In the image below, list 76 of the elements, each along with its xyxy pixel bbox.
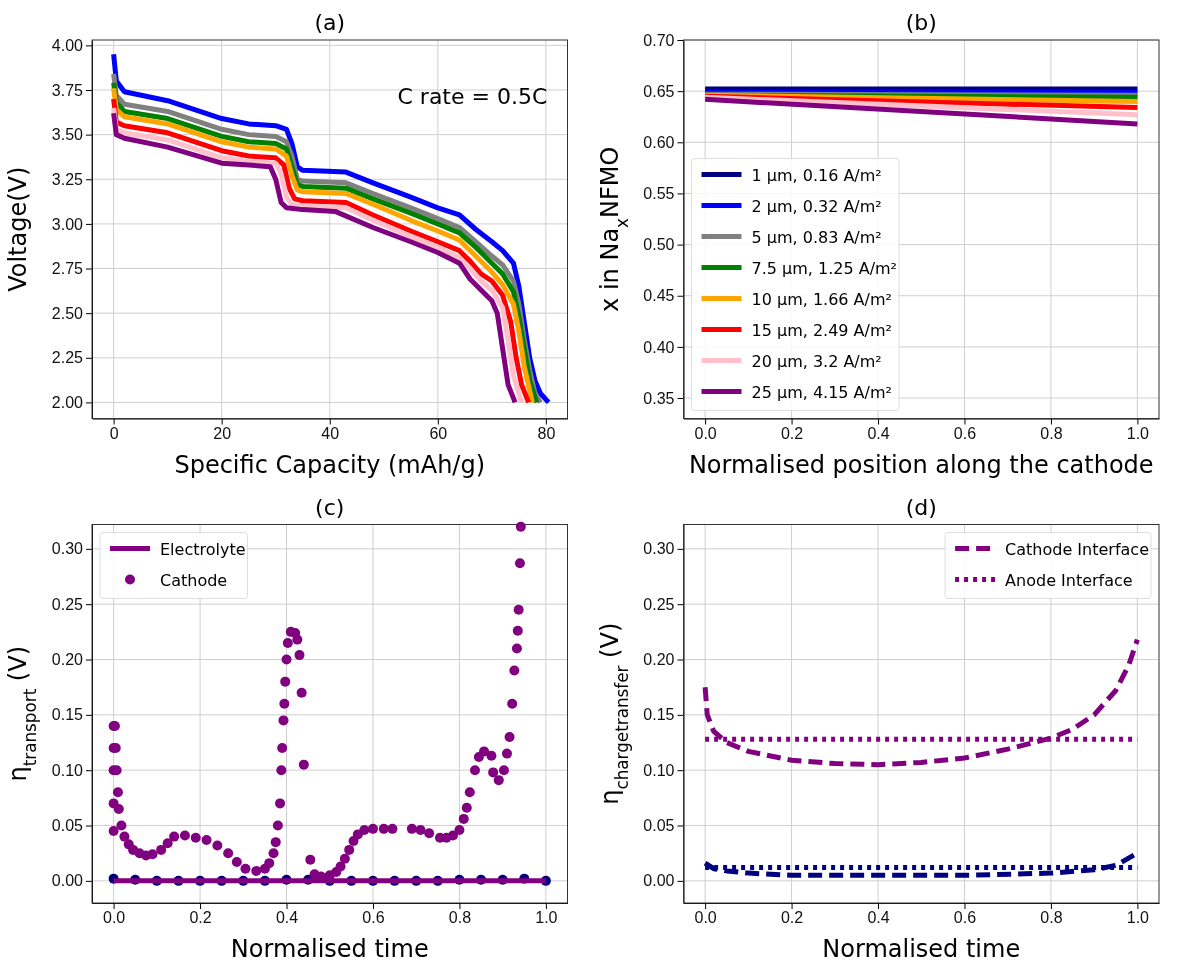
x-tick-label: 0.8	[1040, 909, 1063, 927]
chart-title: (b)	[905, 10, 937, 35]
y-tick-label: 0.55	[643, 185, 675, 203]
y-tick-label: 4.00	[51, 36, 84, 54]
legend-label: 15 μm, 2.49 A/m²	[751, 320, 892, 340]
y-axis-title: Voltage(V)	[4, 166, 32, 292]
legend-label: 5 μm, 0.83 A/m²	[751, 227, 882, 247]
y-tick-label: 0.45	[643, 287, 675, 305]
y-tick-label: 3.00	[51, 215, 84, 233]
chart-title: (c)	[315, 494, 345, 520]
x-axis-title: Normalised position along the cathode	[688, 450, 1154, 479]
x-tick-label: 80	[537, 424, 556, 442]
y-tick-label: 2.75	[51, 260, 84, 278]
x-tick-label: 0	[109, 424, 119, 442]
y-tick-label: 0.60	[643, 133, 675, 151]
legend-label: Electrolyte	[160, 539, 246, 559]
x-axis-title: Normalised time	[230, 935, 429, 963]
y-tick-label: 0.15	[643, 706, 675, 724]
x-axis-title: Specific Capacity (mAh/g)	[174, 450, 486, 479]
y-tick-label: 0.25	[51, 595, 84, 613]
legend-label: Anode Interface	[1005, 570, 1133, 590]
chart-title: (d)	[905, 494, 937, 520]
y-tick-label: 2.50	[51, 304, 84, 322]
x-axis-title: Normalised time	[822, 935, 1021, 963]
x-tick-label: 0.8	[448, 909, 472, 927]
y-tick-label: 3.75	[51, 81, 84, 99]
legend-label: 25 μm, 4.15 A/m²	[751, 382, 892, 402]
x-tick-label: 0.8	[1040, 424, 1063, 442]
y-tick-label: 0.15	[51, 706, 84, 724]
legend-label: 10 μm, 1.66 A/m²	[751, 289, 892, 309]
x-tick-label: 60	[429, 424, 448, 442]
x-tick-label: 0.6	[362, 909, 385, 927]
y-tick-label: 0.10	[643, 761, 675, 779]
x-tick-label: 0.0	[694, 909, 717, 927]
y-tick-label: 0.25	[643, 595, 675, 613]
x-tick-label: 20	[213, 424, 232, 442]
y-tick-label: 3.50	[51, 126, 84, 144]
y-tick-label: 0.10	[51, 761, 84, 779]
x-tick-label: 0.6	[953, 909, 977, 927]
y-tick-label: 0.05	[51, 817, 84, 835]
y-tick-label: 2.25	[51, 349, 84, 367]
y-tick-label: 0.00	[643, 872, 675, 890]
x-tick-label: 0.2	[189, 909, 212, 927]
x-tick-label: 0.6	[953, 424, 977, 442]
x-tick-label: 0.0	[694, 424, 717, 442]
x-tick-label: 0.2	[780, 424, 804, 442]
y-tick-label: 0.30	[51, 540, 84, 558]
y-tick-label: 0.20	[51, 651, 84, 669]
x-tick-label: 0.4	[275, 909, 299, 927]
x-tick-label: 0.0	[102, 909, 126, 927]
y-tick-label: 0.35	[643, 389, 675, 407]
legend-label: 20 μm, 3.2 A/m²	[751, 351, 882, 371]
y-tick-label: 0.30	[643, 540, 675, 558]
x-tick-label: 1.0	[535, 909, 558, 927]
y-tick-label: 0.40	[643, 338, 675, 356]
x-tick-label: 0.4	[867, 424, 890, 442]
legend-label: 2 μm, 0.32 A/m²	[751, 196, 882, 216]
x-tick-label: 1.0	[1126, 424, 1150, 442]
y-tick-label: 0.00	[51, 872, 84, 890]
y-tick-label: 2.00	[51, 394, 84, 412]
y-tick-label: 0.05	[643, 817, 675, 835]
legend-label: 7.5 μm, 1.25 A/m²	[751, 258, 898, 278]
y-tick-label: 0.50	[643, 236, 675, 254]
legend-label: Cathode Interface	[1005, 539, 1149, 559]
x-tick-label: 0.2	[780, 909, 804, 927]
x-tick-label: 40	[321, 424, 340, 442]
chart-title: (a)	[314, 10, 346, 35]
y-tick-label: 0.70	[643, 31, 675, 49]
x-tick-label: 0.4	[867, 909, 890, 927]
legend-label: Cathode	[160, 570, 228, 590]
legend-label: 1 μm, 0.16 A/m²	[751, 165, 882, 185]
y-tick-label: 0.65	[643, 82, 675, 100]
y-tick-label: 0.20	[643, 651, 675, 669]
x-tick-label: 1.0	[1126, 909, 1150, 927]
y-tick-label: 3.25	[51, 170, 84, 188]
annotation: C rate = 0.5C	[397, 84, 548, 110]
